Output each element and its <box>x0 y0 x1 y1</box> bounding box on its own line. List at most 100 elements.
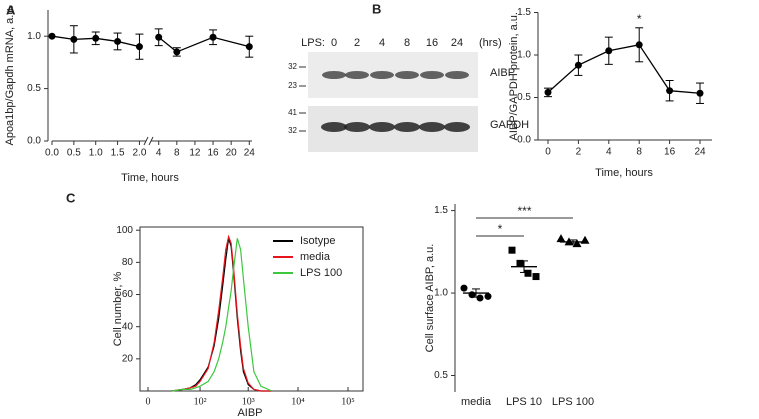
axis-break <box>143 136 149 146</box>
y-axis-label: Cell surface AIBP, a.u. <box>424 244 436 353</box>
point <box>572 239 582 248</box>
y-tick-label: 1.5 <box>434 205 448 216</box>
point <box>556 234 566 243</box>
x-tick-label: 4 <box>156 148 162 159</box>
y-tick-label: 60 <box>122 289 134 300</box>
x-axis-label: Time, hours <box>121 172 179 184</box>
point <box>173 48 181 56</box>
y-axis-label: Apoa1bp/Gapdh mRNA, a.u. <box>4 5 16 145</box>
point <box>135 43 143 51</box>
lane-label: 16 <box>426 37 438 49</box>
series-line <box>171 234 272 392</box>
x-tick-label: 1.5 <box>111 148 125 159</box>
y-tick-label: 0.0 <box>517 135 531 146</box>
axis-break <box>148 136 154 146</box>
marker-label: 32 <box>288 62 297 71</box>
y-axis-label: Cell number, % <box>112 271 124 346</box>
band <box>420 71 444 79</box>
point <box>70 35 78 43</box>
panel-label: C <box>66 190 76 205</box>
y-axis-label: AIBP/GAPDH protein, a.u. <box>508 12 520 140</box>
legend-label: LPS 100 <box>300 267 342 279</box>
x-tick-label: 24 <box>244 148 256 159</box>
x-tick-label: 10³ <box>242 396 255 407</box>
x-tick-label: 10⁴ <box>291 396 305 407</box>
band <box>395 71 419 79</box>
band <box>444 122 470 132</box>
y-tick-label: 1.0 <box>434 288 448 299</box>
x-tick-label: LPS 100 <box>552 396 594 408</box>
x-tick-label: 24 <box>694 147 706 158</box>
x-tick-label: 10⁵ <box>341 396 355 407</box>
x-tick-label: 16 <box>207 148 219 159</box>
point <box>544 88 552 96</box>
point <box>516 259 524 267</box>
y-tick-label: 1.0 <box>517 50 531 61</box>
legend-label: media <box>300 251 331 263</box>
x-tick-label: 0 <box>146 396 151 407</box>
x-tick-label: 2.0 <box>132 148 146 159</box>
band <box>445 71 469 79</box>
annotation: * <box>637 12 642 26</box>
point <box>245 43 253 51</box>
y-tick-label: 1.0 <box>27 31 41 42</box>
point <box>484 292 492 300</box>
x-tick-label: LPS 10 <box>506 396 542 408</box>
point <box>580 235 590 244</box>
y-tick-label: 40 <box>122 321 134 332</box>
y-tick-label: 1.5 <box>517 7 531 18</box>
band <box>344 122 370 132</box>
bracket-label: * <box>498 222 503 236</box>
x-tick-label: 20 <box>226 148 238 159</box>
y-tick-label: 0.0 <box>27 136 41 147</box>
point <box>524 269 532 277</box>
line <box>158 36 250 53</box>
panel-label: A <box>6 2 16 17</box>
x-tick-label: media <box>461 396 492 408</box>
y-tick-label: 80 <box>122 257 134 268</box>
y-tick-label: 20 <box>122 353 134 364</box>
point <box>48 32 56 40</box>
y-tick-label: 100 <box>116 225 133 236</box>
point <box>92 34 100 42</box>
lane-label: 2 <box>354 37 360 49</box>
band <box>419 122 445 132</box>
marker-label: 41 <box>288 108 297 117</box>
bracket-label: *** <box>517 204 531 218</box>
marker-label: 32 <box>288 126 297 135</box>
x-tick-label: 16 <box>664 147 676 158</box>
band <box>322 71 346 79</box>
x-tick-label: 8 <box>174 148 180 159</box>
point <box>666 87 674 95</box>
point <box>696 89 704 97</box>
point <box>155 33 163 41</box>
band <box>321 122 347 132</box>
lane-label: 8 <box>404 37 410 49</box>
lane-label: 0 <box>331 37 337 49</box>
point <box>574 61 582 69</box>
point <box>209 33 217 41</box>
unit-label: (hrs) <box>479 37 502 49</box>
x-tick-label: 8 <box>636 147 642 158</box>
protein-label: GAPDH <box>490 119 529 131</box>
series-line <box>171 238 273 392</box>
point <box>476 294 484 302</box>
x-axis-label: AIBP <box>237 407 262 419</box>
y-tick-label: 0.5 <box>517 92 531 103</box>
point <box>508 246 516 254</box>
x-tick-label: 12 <box>189 148 201 159</box>
point <box>635 41 643 49</box>
point <box>605 47 613 55</box>
x-tick-label: 4 <box>606 147 612 158</box>
band <box>370 71 394 79</box>
protein-label: AIBP <box>490 67 515 79</box>
x-tick-label: 0.0 <box>45 148 59 159</box>
plot-frame <box>139 226 364 392</box>
x-tick-label: 0.5 <box>67 148 81 159</box>
lps-label: LPS: <box>301 37 325 49</box>
panel-label: B <box>372 1 381 16</box>
lane-label: 4 <box>379 37 385 49</box>
series-line <box>171 238 272 392</box>
legend-label: Isotype <box>300 235 335 247</box>
